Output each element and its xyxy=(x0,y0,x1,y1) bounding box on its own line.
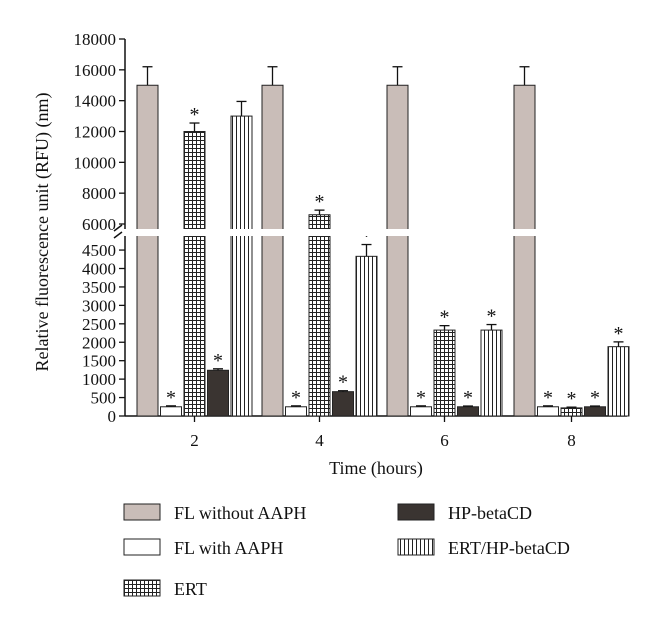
y-tick-label: 2500 xyxy=(82,315,116,334)
bar xyxy=(207,369,229,417)
bar xyxy=(480,329,503,417)
significance-marker: * xyxy=(463,387,473,409)
x-tick-label: 6 xyxy=(440,431,449,450)
y-tick-label: 3000 xyxy=(82,296,116,315)
significance-marker: * xyxy=(190,104,200,126)
y-tick-label: 500 xyxy=(91,389,117,408)
significance-marker: * xyxy=(338,372,348,394)
y-tick-label: 3500 xyxy=(82,278,116,297)
legend-swatch xyxy=(123,538,161,556)
y-tick-label: 16000 xyxy=(74,61,117,80)
y-tick-label: 14000 xyxy=(74,92,117,111)
y-tick-label: 1000 xyxy=(82,370,116,389)
bar xyxy=(230,115,253,417)
y-tick-label: 10000 xyxy=(74,153,117,172)
significance-marker: * xyxy=(315,191,325,213)
legend-swatch xyxy=(397,503,435,521)
bar xyxy=(261,84,284,417)
y-tick-label: 18000 xyxy=(74,30,117,49)
legend-swatch xyxy=(397,538,435,556)
x-tick-label: 4 xyxy=(315,431,324,450)
bar xyxy=(183,131,206,417)
significance-marker: * xyxy=(487,306,497,328)
significance-marker: * xyxy=(291,387,301,409)
y-tick-label: 4500 xyxy=(82,241,116,260)
significance-marker: * xyxy=(543,387,553,409)
x-tick-label: 8 xyxy=(567,431,576,450)
bar xyxy=(513,84,536,417)
axis-break-gap xyxy=(113,229,629,236)
y-tick-label: 12000 xyxy=(74,123,117,142)
bar xyxy=(355,255,378,417)
axis-break-mark xyxy=(113,231,123,239)
legend-swatch xyxy=(123,579,161,597)
y-axis-title: Relative fluorescence unit (RFU) (nm) xyxy=(32,93,53,372)
significance-marker: * xyxy=(614,323,624,345)
y-tick-label: 2000 xyxy=(82,333,116,352)
legend-label: FL without AAPH xyxy=(174,503,306,523)
significance-marker: * xyxy=(416,387,426,409)
legend-swatch xyxy=(123,503,161,521)
significance-marker: * xyxy=(567,388,577,410)
significance-marker: * xyxy=(166,387,176,409)
y-tick-label: 6000 xyxy=(82,215,116,234)
legend-label: FL with AAPH xyxy=(174,538,283,558)
bar xyxy=(607,346,630,417)
y-tick-label: 0 xyxy=(108,407,117,426)
legend-label: ERT xyxy=(174,579,207,599)
bar xyxy=(433,329,456,417)
significance-marker: * xyxy=(590,387,600,409)
significance-marker: * xyxy=(440,307,450,329)
x-axis-title: Time (hours) xyxy=(329,458,423,479)
bar xyxy=(386,84,409,417)
significance-marker: * xyxy=(362,226,372,248)
legend-label: ERT/HP-betaCD xyxy=(448,538,570,558)
bar xyxy=(136,84,159,417)
axis-break-mark xyxy=(113,224,123,232)
bar xyxy=(308,214,331,417)
x-tick-label: 2 xyxy=(190,431,199,450)
significance-marker: * xyxy=(213,350,223,372)
bar xyxy=(332,391,354,417)
y-tick-label: 1500 xyxy=(82,352,116,371)
y-tick-label: 8000 xyxy=(82,184,116,203)
legend-label: HP-betaCD xyxy=(448,503,532,523)
y-tick-label: 4000 xyxy=(82,260,116,279)
